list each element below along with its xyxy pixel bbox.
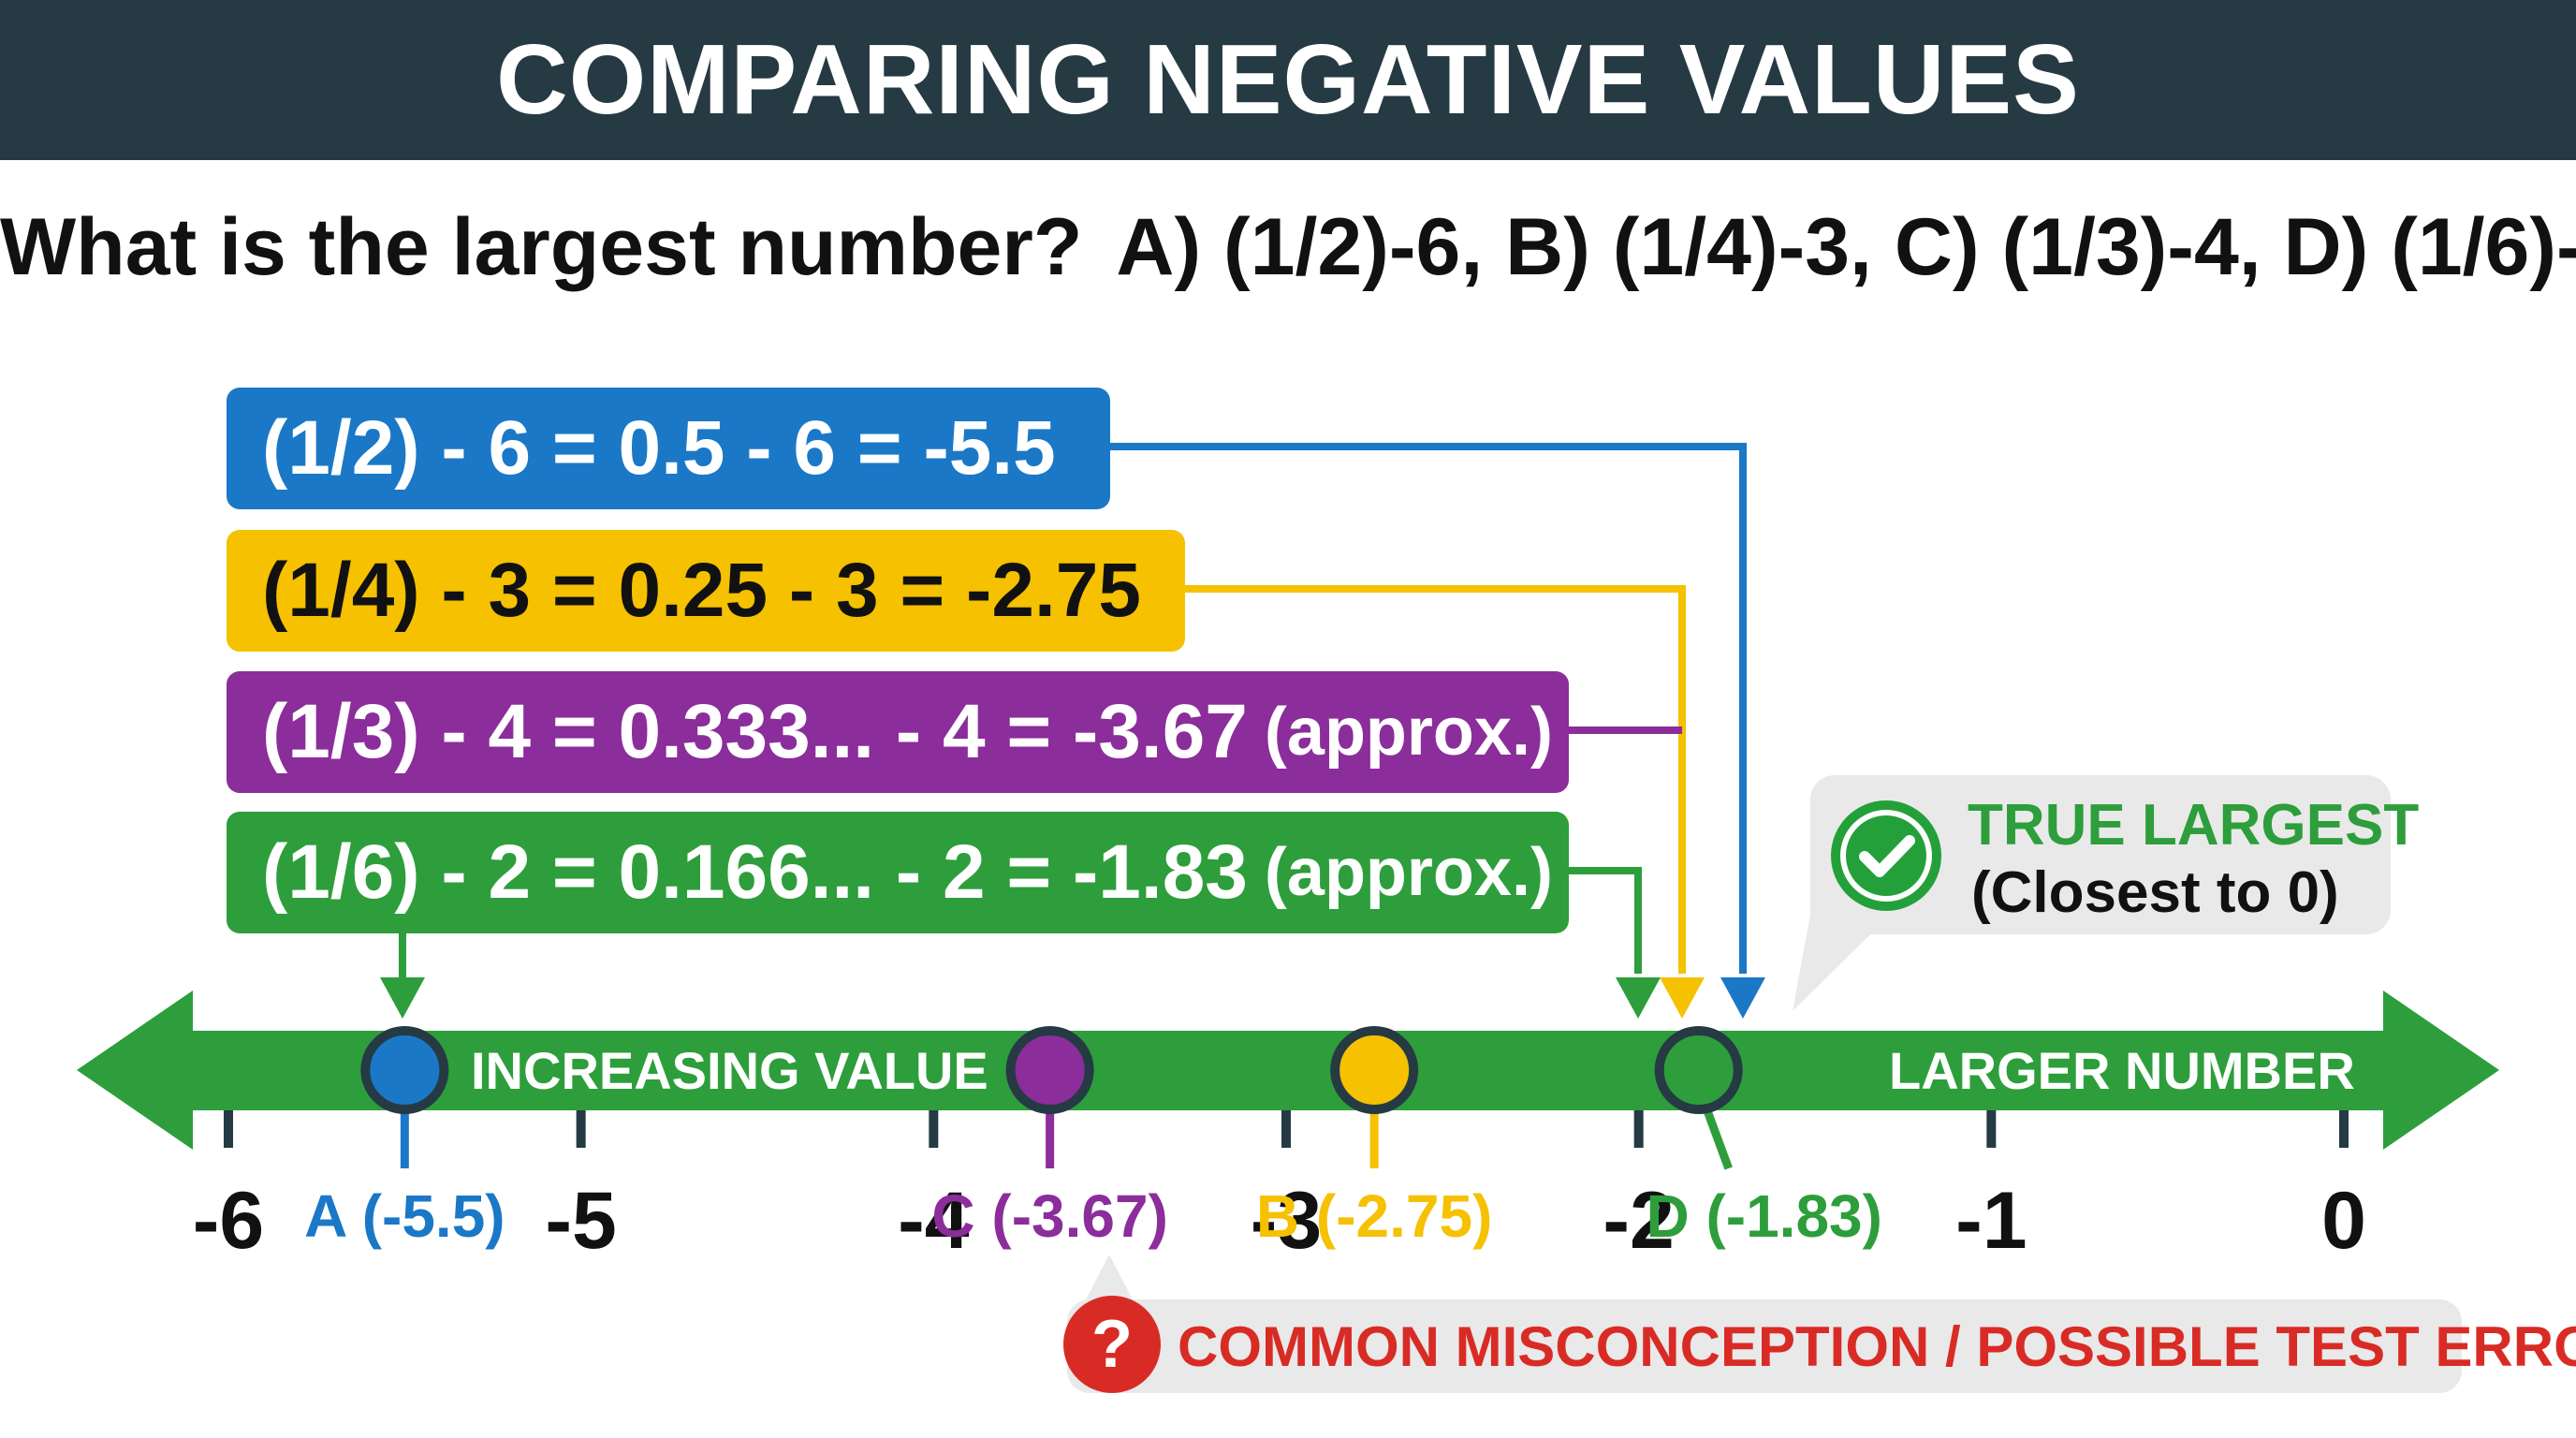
band-label-larger: LARGER NUMBER xyxy=(1889,1041,2355,1100)
tick-mark xyxy=(576,1110,586,1148)
tick-marks xyxy=(224,1110,2349,1148)
calc-expression-b: (1/4) - 3 = 0.25 - 3 = -2.75 xyxy=(262,548,1141,633)
calc-approx-c: (approx.) xyxy=(1264,695,1553,770)
check-icon xyxy=(1831,800,1941,911)
true-largest-callout: TRUE LARGEST (Closest to 0) xyxy=(1810,775,2419,934)
question-choices: A) (1/2)-6, B) (1/4)-3, C) (1/3)-4, D) (… xyxy=(1116,202,2576,292)
tick-mark xyxy=(929,1110,939,1148)
point-marker-b xyxy=(1330,1026,1419,1114)
connector-arrowhead xyxy=(1660,977,1705,1019)
connector-arrowhead xyxy=(1616,977,1661,1019)
calc-expression-c: (1/3) - 4 = 0.333... - 4 = -3.67 xyxy=(262,689,1248,774)
tick-mark xyxy=(1281,1110,1291,1148)
band-label-increasing: INCREASING VALUE xyxy=(471,1041,988,1100)
point-marker-c xyxy=(1005,1026,1094,1114)
axis-tick-label: -6 xyxy=(192,1176,265,1266)
point-stems xyxy=(400,1106,1733,1170)
error-callout-pointer xyxy=(1084,1255,1134,1303)
calc-expression-d: (1/6) - 2 = 0.166... - 2 = -1.83 xyxy=(262,829,1248,915)
axis-tick-label: -1 xyxy=(1955,1176,2027,1266)
connector-arrowhead xyxy=(1720,977,1765,1019)
point-label-a: A (-5.5) xyxy=(304,1182,505,1250)
connector-line-a xyxy=(1110,443,1747,974)
calc-box-b: (1/4) - 3 = 0.25 - 3 = -2.75 xyxy=(227,530,1185,652)
tick-mark xyxy=(1986,1110,1997,1148)
tick-mark xyxy=(2339,1110,2349,1148)
page-title: COMPARING NEGATIVE VALUES xyxy=(496,24,2080,135)
axis-tick-label: -3 xyxy=(1250,1176,1323,1266)
true-largest-title: TRUE LARGEST xyxy=(1968,793,2420,858)
connector-line-d xyxy=(1569,867,1642,974)
calc-box-c: (1/3) - 4 = 0.333... - 4 = -3.67 (approx.… xyxy=(227,671,1569,793)
calc-expression-a: (1/2) - 6 = 0.5 - 6 = -5.5 xyxy=(262,405,1056,491)
point-label-b: B (-2.75) xyxy=(1255,1182,1493,1250)
header-bar: COMPARING NEGATIVE VALUES xyxy=(0,0,2576,160)
calc-box-a: (1/2) - 6 = 0.5 - 6 = -5.5 xyxy=(227,388,1110,509)
point-label-d: D (-1.83) xyxy=(1646,1182,1882,1250)
point-marker-d xyxy=(1654,1026,1743,1114)
connector-arrowhead xyxy=(380,977,425,1019)
calc-box-d: (1/6) - 2 = 0.166... - 2 = -1.83 (approx.… xyxy=(227,812,1569,933)
axis-tick-label: -4 xyxy=(898,1176,970,1266)
misconception-callout: ? COMMON MISCONCEPTION / POSSIBLE TEST E… xyxy=(1063,1296,2576,1393)
connector-lines xyxy=(380,443,1765,1019)
axis-tick-label: 0 xyxy=(2321,1176,2366,1266)
point-marker-a xyxy=(360,1026,449,1114)
connector-line-b xyxy=(1185,585,1686,974)
calc-approx-d: (approx.) xyxy=(1264,835,1553,910)
point-stem xyxy=(1702,1106,1733,1170)
question-line: What is the largest number? A) (1/2)-6, B… xyxy=(0,201,2576,294)
question-prompt: What is the largest number? xyxy=(0,202,1083,292)
question-icon: ? xyxy=(1063,1296,1161,1393)
misconception-text: COMMON MISCONCEPTION / POSSIBLE TEST ERR… xyxy=(1178,1315,2576,1378)
tick-mark xyxy=(1633,1110,1644,1148)
point-label-c: C (-3.67) xyxy=(931,1182,1168,1250)
true-largest-subtitle: (Closest to 0) xyxy=(1971,860,2339,925)
axis-tick-label: -5 xyxy=(545,1176,617,1266)
axis-tick-label: -2 xyxy=(1603,1176,1675,1266)
number-line-band xyxy=(77,990,2499,1150)
number-line-points xyxy=(360,1026,1743,1114)
tick-mark xyxy=(224,1110,233,1148)
